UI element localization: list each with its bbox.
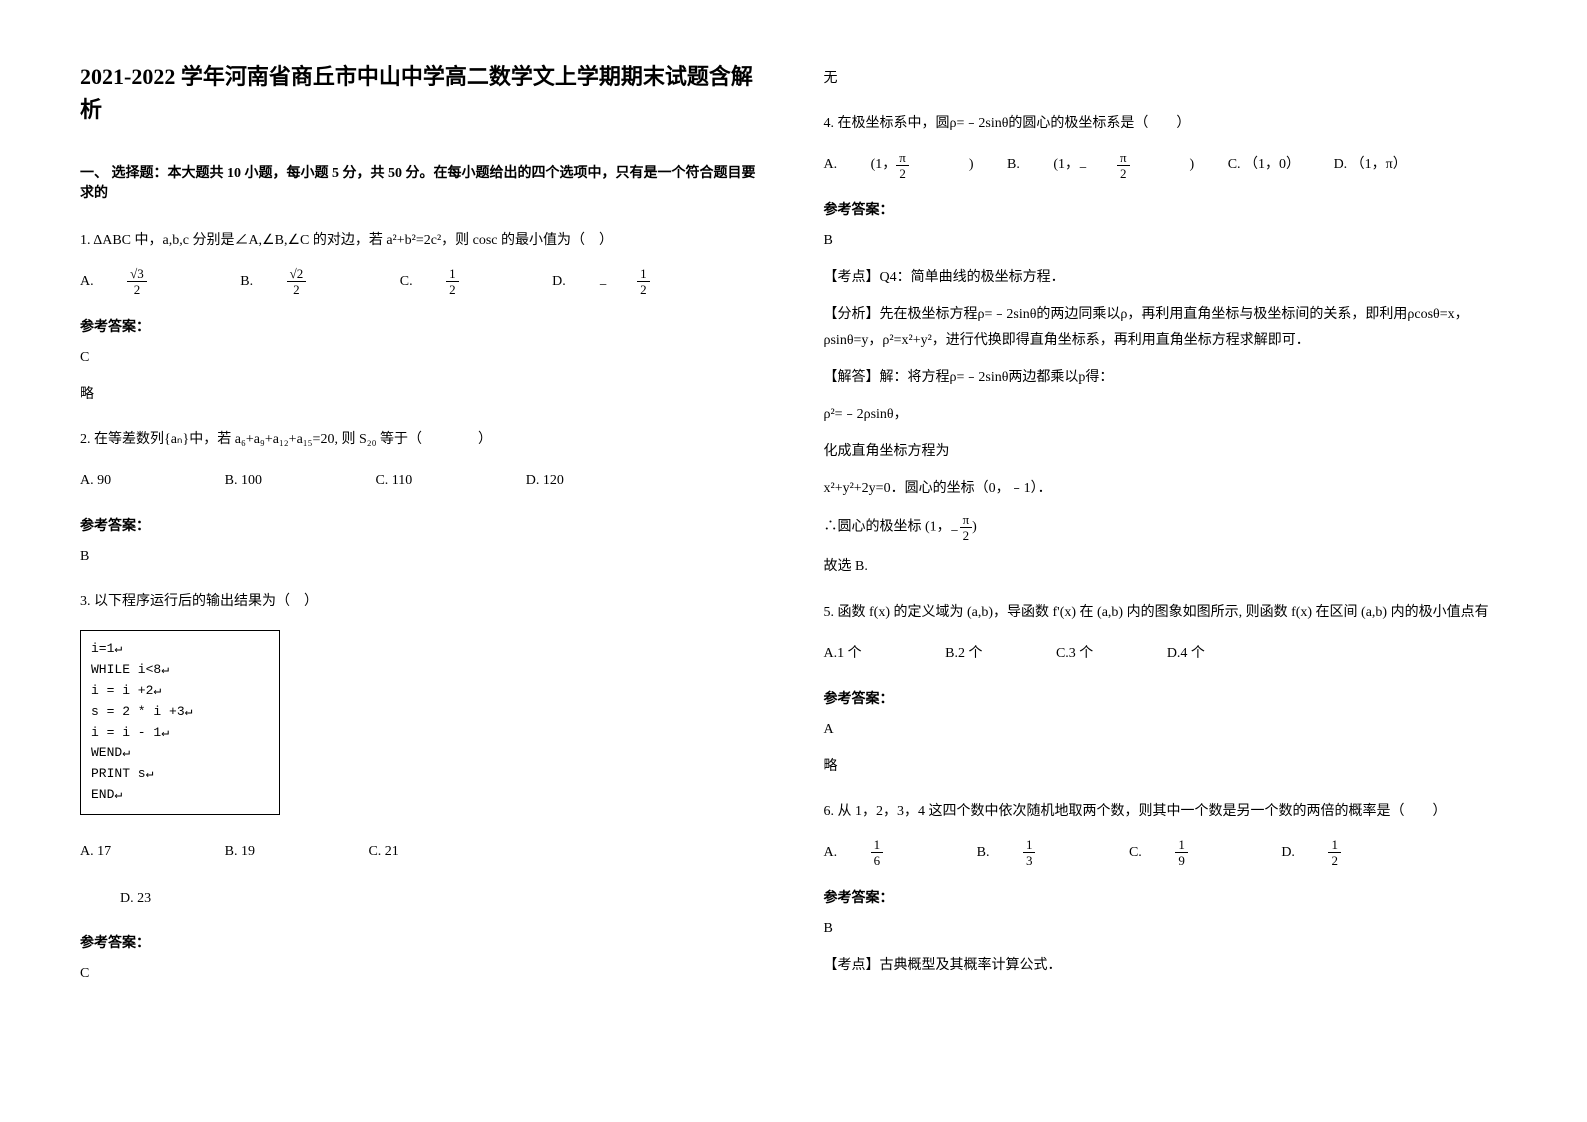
q4-jd4: x²+y²+2y=0．圆心的坐标（0，﹣1）．	[824, 476, 1508, 501]
document-title: 2021-2022 学年河南省商丘市中山中学高二数学文上学期期末试题含解析	[80, 60, 764, 126]
minus-sign: −	[1079, 154, 1087, 185]
q4-optC: C. （1，0）	[1228, 150, 1300, 181]
q4-fx: 【分析】先在极坐标方程ρ=﹣2sinθ的两边同乘以ρ，再利用直角坐标与极坐标间的…	[824, 302, 1508, 352]
q4-jd1: 【解答】解：将方程ρ=﹣2sinθ两边都乘以p得：	[824, 365, 1508, 390]
q4-answer-label: 参考答案：	[824, 199, 1508, 219]
q4-jd5-pre: ∴圆心的极坐标	[824, 520, 922, 535]
q2-answer: B	[80, 549, 764, 565]
frac: π2	[1117, 151, 1160, 180]
code-line: END↵	[91, 785, 269, 806]
q5-note: 略	[824, 754, 1508, 779]
q4-jd3: 化成直角坐标方程为	[824, 439, 1508, 464]
right-column: 无 4. 在极坐标系中，圆ρ=﹣2sinθ的圆心的极坐标系是（ ） A. (1，…	[824, 60, 1508, 1062]
q5-answer-label: 参考答案：	[824, 688, 1508, 708]
q5-optD: D.4 个	[1167, 639, 1205, 670]
q3-answer-label: 参考答案：	[80, 932, 764, 952]
frac: √32	[127, 267, 177, 296]
q2-answer-label: 参考答案：	[80, 515, 764, 535]
q6-text: 6. 从 1，2，3，4 这四个数中依次随机地取两个数，则其中一个数是另一个数的…	[824, 799, 1508, 824]
q2-optC: C. 110	[375, 466, 412, 497]
frac: π2	[896, 151, 939, 180]
minus-sign: −	[951, 524, 959, 539]
q5-answer: A	[824, 722, 1508, 738]
q3-optB: B. 19	[225, 837, 255, 868]
frac: √22	[287, 267, 337, 296]
q2-optB: B. 100	[225, 466, 262, 497]
q1-text: 1. ΔABC 中，a,b,c 分别是∠A,∠B,∠C 的对边，若 a²+b²=…	[80, 228, 764, 253]
q6-optD-label: D.	[1281, 838, 1295, 869]
q1-optB: B. √22	[240, 267, 366, 298]
q6-optB: B. 13	[977, 838, 1096, 869]
q5-optC: C.3 个	[1056, 639, 1093, 670]
code-line: i = i +2↵	[91, 681, 269, 702]
q4-optB-label: B.	[1007, 150, 1020, 181]
frac: 19	[1175, 838, 1218, 867]
q1-optD: D. −12	[552, 267, 710, 298]
q5-text: 5. 函数 f(x) 的定义域为 (a,b)，导函数 f'(x) 在 (a,b)…	[824, 600, 1508, 625]
code-line: i = i - 1↵	[91, 723, 269, 744]
q3-optA: A. 17	[80, 837, 111, 868]
q6-optA: A. 16	[824, 838, 944, 869]
q1-answer: C	[80, 350, 764, 366]
q4-answer: B	[824, 233, 1508, 249]
q1-optA-label: A.	[80, 267, 94, 298]
frac: π2	[960, 513, 973, 542]
q4-jd5: ∴圆心的极坐标 (1，−π2)	[824, 513, 1508, 542]
q6-optC: C. 19	[1129, 838, 1248, 869]
q1-options: A. √32 B. √22 C. 12 D. −12	[80, 267, 764, 298]
frac: 12	[446, 267, 489, 296]
q3-options: A. 17 B. 19 C. 21	[80, 837, 764, 868]
q4-optA: A. (1，π2)	[824, 150, 974, 181]
q3-code-box: i=1↵ WHILE i<8↵ i = i +2↵ s = 2 * i +3↵ …	[80, 630, 280, 814]
code-line: i=1↵	[91, 639, 269, 660]
q4-optB: B. (1，−π2)	[1007, 150, 1194, 181]
frac: 12	[637, 267, 680, 296]
frac: 12	[1328, 838, 1371, 867]
q6-options: A. 16 B. 13 C. 19 D. 12	[824, 838, 1508, 869]
q1-note: 略	[80, 382, 764, 407]
q6-optC-label: C.	[1129, 838, 1142, 869]
frac: 16	[871, 838, 914, 867]
q4-kd: 【考点】Q4：简单曲线的极坐标方程．	[824, 265, 1508, 290]
q4-jd2: ρ²=﹣2ρsinθ，	[824, 402, 1508, 427]
q4-jd6: 故选 B.	[824, 554, 1508, 579]
col2-top: 无	[824, 66, 1508, 91]
q5-optB: B.2 个	[945, 639, 982, 670]
q4-optD: D. （1，π）	[1334, 150, 1407, 181]
q6-answer-label: 参考答案：	[824, 887, 1508, 907]
q5-optA: A.1 个	[824, 639, 862, 670]
q2-optA: A. 90	[80, 466, 111, 497]
code-line: s = 2 * i +3↵	[91, 702, 269, 723]
q5-options: A.1 个 B.2 个 C.3 个 D.4 个	[824, 639, 1508, 670]
q3-options-line2: D. 23	[120, 884, 764, 915]
q2-options: A. 90 B. 100 C. 110 D. 120	[80, 466, 764, 497]
left-column: 2021-2022 学年河南省商丘市中山中学高二数学文上学期期末试题含解析 一、…	[80, 60, 764, 1062]
q2-optD: D. 120	[526, 466, 564, 497]
q1-optD-label: D.	[552, 267, 566, 298]
frac: 13	[1023, 838, 1066, 867]
q6-answer: B	[824, 921, 1508, 937]
q3-answer: C	[80, 966, 764, 982]
q1-answer-label: 参考答案：	[80, 316, 764, 336]
code-line: PRINT s↵	[91, 764, 269, 785]
q6-optD: D. 12	[1281, 838, 1401, 869]
minus-sign: −	[599, 271, 607, 302]
q1-optB-label: B.	[240, 267, 253, 298]
q1-optA: A. √32	[80, 267, 207, 298]
q6-optA-label: A.	[824, 838, 838, 869]
q2-text: 2. 在等差数列{aₙ}中，若 a₆+a₉+a₁₂+a₁₅=20, 则 S₂₀ …	[80, 427, 764, 452]
q4-optA-label: A.	[824, 150, 838, 181]
q3-optD: D. 23	[120, 884, 151, 915]
q6-kd: 【考点】古典概型及其概率计算公式．	[824, 953, 1508, 978]
q4-options: A. (1，π2) B. (1，−π2) C. （1，0） D. （1，π）	[824, 150, 1508, 181]
q6-optB-label: B.	[977, 838, 990, 869]
q3-optC: C. 21	[368, 837, 398, 868]
q4-text: 4. 在极坐标系中，圆ρ=﹣2sinθ的圆心的极坐标系是（ ）	[824, 111, 1508, 136]
q1-optC-label: C.	[400, 267, 413, 298]
code-line: WHILE i<8↵	[91, 660, 269, 681]
q1-optC: C. 12	[400, 267, 519, 298]
section-heading: 一、 选择题：本大题共 10 小题，每小题 5 分，共 50 分。在每小题给出的…	[80, 162, 764, 202]
code-line: WEND↵	[91, 743, 269, 764]
q3-text: 3. 以下程序运行后的输出结果为（ ）	[80, 589, 764, 614]
